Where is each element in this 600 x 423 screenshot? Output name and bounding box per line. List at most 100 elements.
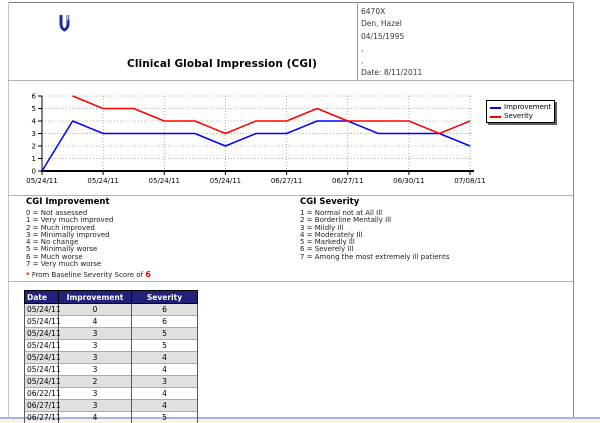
table-cell: 4 (58, 315, 132, 328)
x-tick-label: 07/08/11 (454, 177, 485, 185)
table-cell: 4 (131, 399, 198, 412)
table-cell: 3 (58, 363, 132, 376)
legend-swatch (490, 115, 501, 118)
key-section-divider (8, 281, 573, 282)
x-tick-label: 06/27/11 (332, 177, 363, 185)
table-row: 06/27/11 4 5 (24, 411, 198, 423)
header-divider (8, 80, 573, 81)
table-cell: 05/24/11 (24, 327, 61, 340)
patient-info-line: Den, Hazel (361, 19, 402, 29)
severity-key-title: CGI Severity (300, 197, 360, 207)
legend-label: Severity (504, 112, 533, 120)
table-cell: 06/22/11 (24, 387, 61, 400)
table-cell: 2 (58, 375, 132, 388)
table-row: 05/24/11 4 6 (24, 315, 198, 328)
series-line-improvement (41, 120, 471, 172)
key-item: 3 = Mildly Ill (300, 223, 344, 232)
key-item: 4 = No change (26, 238, 79, 247)
improvement-key: CGI Improvement 0 = Not assessed 1 = Very… (26, 197, 151, 279)
shield-u-icon (56, 12, 73, 36)
table-cell: 06/27/11 (24, 411, 61, 423)
table-cell: 6 (131, 315, 198, 328)
footnote-marker: * (26, 271, 30, 280)
table-cell: 05/24/11 (24, 315, 61, 328)
y-tick-label: 0 (32, 168, 36, 176)
table-cell: 5 (131, 327, 198, 340)
cgi-data-table: Date Improvement Severity 05/24/11 0 6 05/24/… (24, 290, 198, 423)
severity-key-items: 1 = Normal not at All Ill 2 = Borderline … (300, 209, 450, 261)
chart-legend: Improvement Severity (486, 100, 555, 123)
key-item: 4 = Moderately Ill (300, 230, 363, 239)
organization-logo (10, 4, 85, 44)
key-item: 7 = Very much worse (26, 260, 102, 269)
table-row: 06/22/11 3 4 (24, 387, 198, 400)
legend-swatch (490, 106, 501, 109)
baseline-footnote: * From Baseline Severity Score of 6 (26, 270, 151, 280)
table-cell: 3 (58, 399, 132, 412)
table-cell: 6 (131, 303, 198, 316)
table-cell: 3 (58, 351, 132, 364)
page-right-border (573, 2, 574, 419)
x-tick-label: 05/24/11 (87, 177, 118, 185)
key-item: 7 = Among the most extremely ill patient… (300, 252, 450, 261)
footnote-text: From Baseline Severity Score of (29, 271, 146, 280)
x-tick-label: 06/30/11 (393, 177, 424, 185)
key-item: 5 = Markedly Ill (300, 238, 355, 247)
table-cell: 06/27/11 (24, 399, 61, 412)
key-item: 0 = Not assessed (26, 209, 88, 217)
key-item: 6 = Severely Ill (300, 245, 354, 254)
table-cell: 4 (58, 411, 132, 423)
table-cell: 05/24/11 (24, 375, 61, 388)
page-top-border (8, 2, 573, 3)
series-line-severity (72, 95, 471, 135)
table-cell: 4 (131, 351, 198, 364)
improvement-key-items: 0 = Not assessed 1 = Very much improved 2 … (26, 209, 151, 269)
table-cell: 4 (131, 387, 198, 400)
x-tick-label: 05/24/11 (210, 177, 241, 185)
y-tick-label: 6 (32, 93, 37, 101)
table-row: 06/27/11 3 4 (24, 399, 198, 412)
table-cell: 3 (58, 339, 132, 352)
table-cell: 3 (58, 327, 132, 340)
table-cell: 5 (131, 339, 198, 352)
table-row: 05/24/11 3 4 (24, 363, 198, 376)
table-cell: 05/24/11 (24, 351, 61, 364)
key-item: 2 = Much improved (26, 223, 95, 232)
table-cell: 3 (131, 375, 198, 388)
table-cell: 5 (131, 411, 198, 423)
table-cell: 05/24/11 (24, 339, 61, 352)
patient-box-divider (357, 2, 358, 80)
key-item: 1 = Normal not at All Ill (300, 209, 383, 217)
table-header-row: Date Improvement Severity (24, 290, 198, 304)
key-item: 6 = Much worse (26, 252, 83, 261)
y-tick-label: 2 (32, 143, 36, 151)
page-bottom-margin (0, 419, 600, 423)
table-cell: 0 (58, 303, 132, 316)
footnote-score: 6 (145, 270, 151, 280)
page-left-border (8, 2, 9, 419)
patient-info: 6470X Den, Hazel 04/15/1995,, Date: 8/11/20… (361, 6, 422, 80)
improvement-key-title: CGI Improvement (26, 197, 110, 207)
cgi-line-chart: 0 1 2 3 4 5 6 05/24/11 05/24/11 05/24/11 05/24/11 0… (26, 93, 485, 186)
table-row: 05/24/11 3 5 (24, 339, 198, 352)
y-tick-label: 4 (32, 118, 37, 126)
x-tick-label: 05/24/11 (26, 177, 57, 185)
legend-entry: Improvement (490, 103, 552, 112)
column-header-improvement: Improvement (58, 290, 132, 304)
column-header-severity: Severity (131, 290, 198, 304)
table-row: 05/24/11 0 6 (24, 303, 198, 316)
patient-info-line: 04/15/1995 (361, 31, 405, 41)
column-header-date: Date (24, 290, 59, 304)
severity-key: CGI Severity 1 = Normal not at All Ill 2 … (300, 197, 449, 261)
table-row: 05/24/11 3 5 (24, 327, 198, 340)
page-title: Clinical Global Impression (CGI) (127, 58, 317, 70)
y-tick-label: 1 (32, 155, 36, 163)
table-row: 05/24/11 2 3 (24, 375, 198, 388)
chart-section-divider (8, 195, 573, 196)
table-row: 05/24/11 3 4 (24, 351, 198, 364)
y-tick-label: 3 (32, 130, 36, 138)
y-tick-label: 5 (32, 105, 36, 113)
x-tick-label: 05/24/11 (149, 177, 180, 185)
table-cell: 3 (58, 387, 132, 400)
legend-entry: Severity (490, 112, 552, 121)
